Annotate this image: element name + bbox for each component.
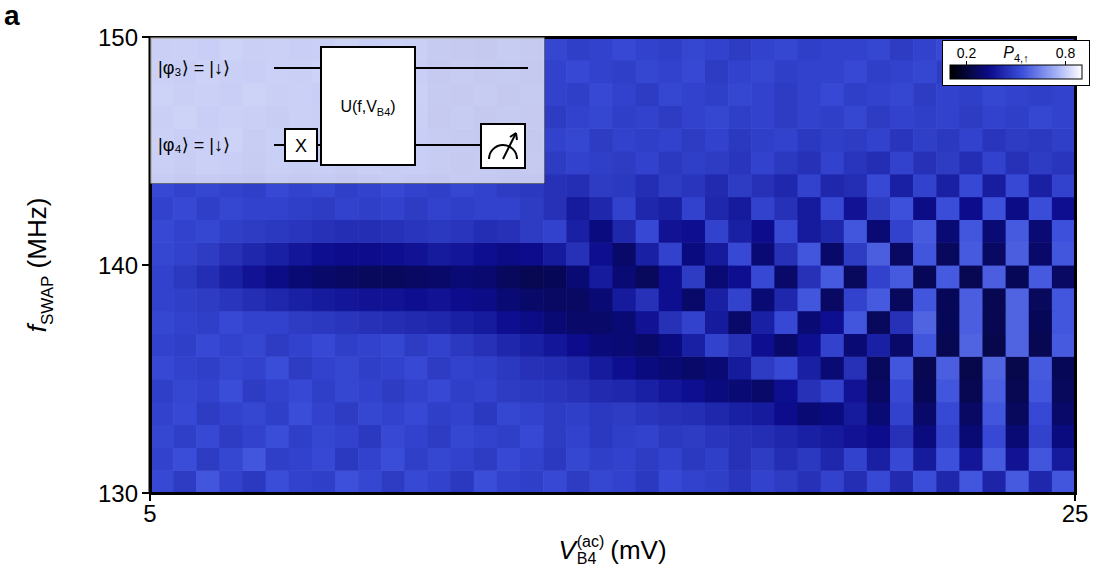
svg-text:|φ₃⟩ = |↓⟩: |φ₃⟩ = |↓⟩ [158,58,230,78]
html-text:V(ac): V(ac) [558,533,605,565]
html-text:B4: B4 [576,550,597,567]
svg-text:5: 5 [143,500,156,527]
svg-text:130: 130 [98,480,138,507]
svg-text:X: X [295,136,307,156]
svg-text:|φ₄⟩ = |↓⟩: |φ₄⟩ = |↓⟩ [158,135,230,155]
html-text:f: f [22,325,53,333]
html-text:SWAP: SWAP [37,275,57,326]
svg-text:25: 25 [1062,500,1089,527]
svg-text:0.2: 0.2 [957,45,977,61]
svg-text:U(f,VB4): U(f,VB4) [340,98,395,118]
html-text:a: a [4,0,20,31]
svg-text:140: 140 [98,252,138,279]
html-text:(mV): (mV) [610,534,667,565]
html-text:(MHz): (MHz) [22,197,53,269]
svg-text:P4,↑: P4,↑ [1003,44,1028,64]
svg-text:0.8: 0.8 [1056,45,1076,61]
svg-text:150: 150 [98,24,138,51]
